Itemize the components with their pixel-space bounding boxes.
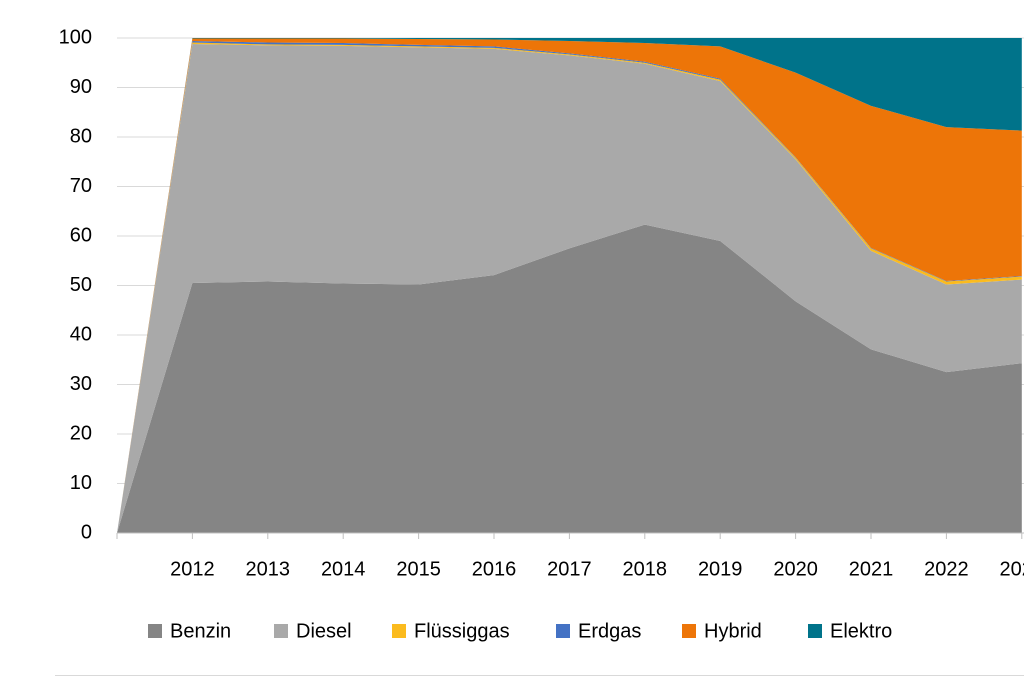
y-tick-label: 100 [59, 26, 92, 48]
x-tick-label: 2013 [246, 558, 291, 580]
x-tick-label: 2023 [1000, 558, 1024, 580]
legend-swatch [808, 624, 822, 638]
x-tick-label: 2012 [170, 558, 215, 580]
y-tick-label: 60 [70, 224, 92, 246]
legend-label: Hybrid [704, 620, 762, 642]
x-tick-label: 2017 [547, 558, 592, 580]
area [117, 43, 1022, 533]
legend-label: Diesel [296, 620, 352, 642]
legend-swatch [392, 624, 406, 638]
legend-swatch [556, 624, 570, 638]
x-tick-label: 2021 [849, 558, 894, 580]
legend-label: Benzin [170, 620, 231, 642]
y-tick-label: 70 [70, 175, 92, 197]
x-tick-label: 2015 [396, 558, 441, 580]
x-tick-label: 2019 [698, 558, 743, 580]
legend-label: Elektro [830, 620, 892, 642]
legend-label: Flüssiggas [414, 620, 510, 642]
y-tick-label: 80 [70, 125, 92, 147]
x-tick-label: 2020 [773, 558, 818, 580]
legend-swatch [274, 624, 288, 638]
y-tick-label: 10 [70, 472, 92, 494]
legend-label: Erdgas [578, 620, 641, 642]
area [117, 224, 1022, 534]
y-tick-label: 0 [81, 521, 92, 543]
y-tick-label: 90 [70, 76, 92, 98]
legend-swatch [682, 624, 696, 638]
y-tick-label: 40 [70, 323, 92, 345]
x-tick-label: 2022 [924, 558, 969, 580]
legend-swatch [148, 624, 162, 638]
x-tick-label: 2018 [623, 558, 668, 580]
y-tick-label: 20 [70, 422, 92, 444]
area [117, 38, 1022, 533]
x-tick-label: 2014 [321, 558, 366, 580]
x-tick-label: 2016 [472, 558, 517, 580]
y-tick-label: 50 [70, 274, 92, 296]
y-tick-label: 30 [70, 373, 92, 395]
